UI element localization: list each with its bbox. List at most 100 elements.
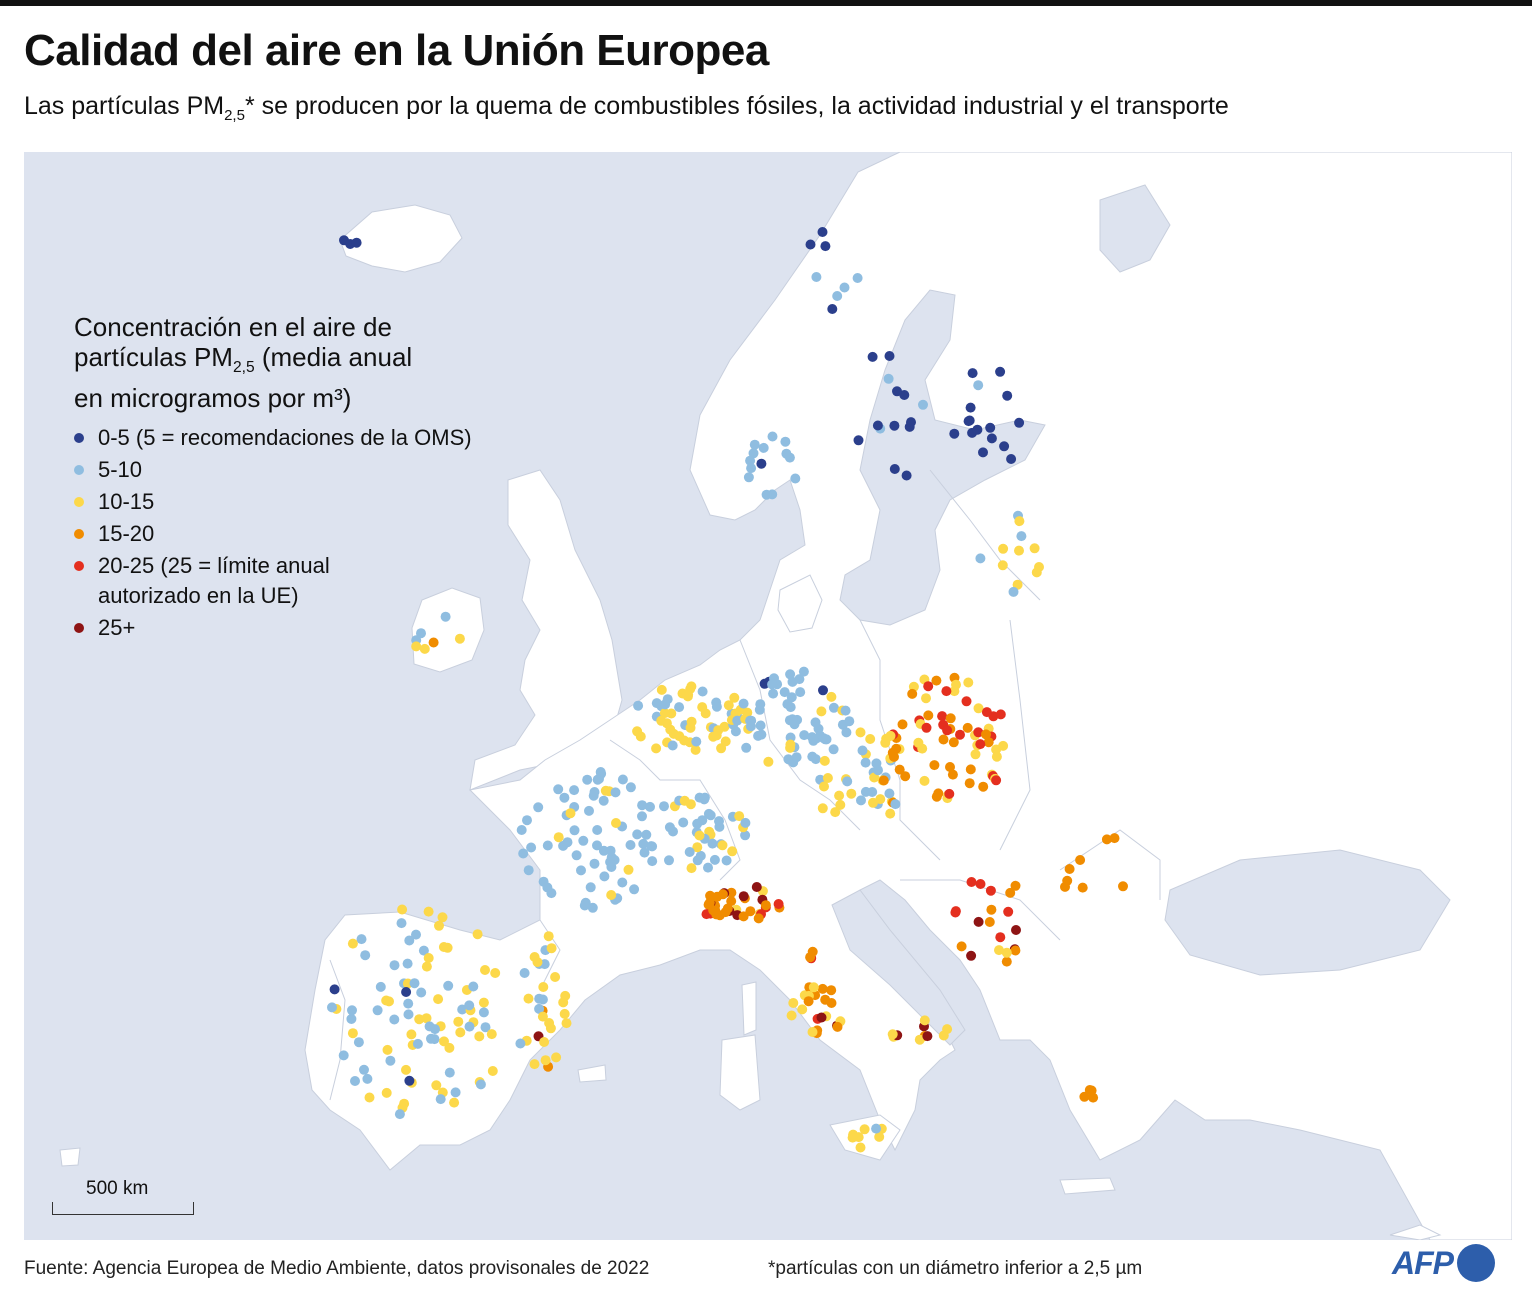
station-dot	[740, 817, 751, 828]
station-dot	[534, 993, 545, 1004]
station-dot	[1109, 833, 1120, 844]
station-dot	[1118, 881, 1128, 892]
station-dot	[726, 887, 737, 898]
station-dot	[745, 906, 756, 917]
station-dot	[892, 386, 902, 397]
station-dot	[918, 399, 928, 410]
station-dot	[678, 817, 689, 828]
station-dot	[423, 906, 434, 917]
station-dot	[921, 722, 932, 733]
station-dot	[795, 687, 806, 698]
station-dot	[839, 282, 850, 293]
station-dot	[855, 727, 866, 738]
station-dot	[454, 633, 465, 644]
station-dot	[972, 424, 983, 435]
station-dot	[1079, 1091, 1090, 1102]
station-dot	[338, 1050, 349, 1061]
station-dot	[817, 227, 828, 237]
station-dot	[1005, 887, 1016, 898]
station-dot	[394, 1109, 405, 1120]
legend-dot	[74, 529, 84, 540]
station-dot	[464, 1021, 475, 1032]
legend-item: 15-20	[74, 519, 534, 549]
station-dot	[942, 1024, 953, 1035]
station-dot	[1008, 586, 1019, 597]
station-dot	[816, 706, 827, 717]
station-dot	[945, 713, 956, 724]
station-dot	[695, 850, 706, 861]
station-dot	[667, 740, 678, 751]
station-dot	[550, 972, 561, 982]
station-dot	[840, 705, 851, 716]
station-dot	[704, 897, 715, 908]
station-dot	[985, 422, 996, 433]
station-dot	[781, 448, 792, 459]
station-dot	[647, 856, 658, 867]
station-dot	[538, 982, 549, 992]
station-dot	[346, 1014, 357, 1024]
station-dot	[933, 788, 944, 799]
station-dot	[610, 787, 621, 798]
station-dot	[523, 865, 534, 876]
legend-dot	[74, 433, 84, 444]
station-dot	[919, 1015, 930, 1026]
station-dot	[329, 984, 340, 995]
station-dot	[785, 669, 796, 680]
station-dot	[561, 1018, 572, 1029]
station-dot	[884, 788, 895, 799]
station-dot	[914, 1034, 925, 1045]
station-dot	[629, 884, 640, 895]
station-dot	[921, 693, 931, 704]
station-dot	[816, 1012, 827, 1023]
station-dot	[639, 847, 650, 858]
legend-dot	[74, 465, 84, 476]
station-dot	[973, 703, 984, 714]
station-dot	[810, 717, 821, 728]
legend-dot	[74, 623, 84, 634]
station-dot	[478, 997, 489, 1008]
station-dot	[965, 402, 976, 413]
station-dot	[632, 829, 643, 840]
station-dot	[705, 810, 716, 821]
station-dot	[553, 832, 564, 843]
station-dot	[758, 442, 769, 453]
station-dot	[559, 792, 570, 803]
station-dot	[569, 785, 580, 796]
station-dot	[401, 1064, 411, 1075]
station-dot	[755, 720, 766, 731]
scale-bar	[52, 1202, 194, 1215]
station-dot	[826, 985, 837, 996]
station-dot	[788, 998, 799, 1008]
station-dot	[416, 628, 426, 639]
station-dot	[633, 700, 644, 711]
station-dot	[948, 737, 959, 748]
station-dot	[625, 782, 636, 793]
station-dot	[966, 877, 977, 887]
station-dot	[753, 730, 764, 741]
station-dot	[889, 751, 899, 762]
station-dot	[995, 932, 1006, 943]
station-dot	[709, 854, 720, 865]
station-dot	[859, 1124, 870, 1135]
station-dot	[945, 762, 955, 772]
station-dot	[424, 1021, 435, 1032]
station-dot	[1014, 545, 1024, 556]
station-dot	[414, 1014, 425, 1025]
station-dot	[991, 775, 1002, 786]
station-dot	[526, 842, 537, 853]
station-dot	[759, 678, 770, 689]
station-dot	[978, 447, 988, 458]
station-dot	[579, 900, 590, 911]
station-dot	[1014, 516, 1025, 527]
station-dot	[872, 420, 883, 431]
station-dot	[978, 781, 989, 792]
station-dot	[589, 858, 600, 869]
station-dot	[617, 774, 628, 785]
station-dot	[891, 743, 902, 754]
station-dot	[553, 784, 564, 795]
station-dot	[917, 743, 928, 754]
station-dot	[773, 899, 784, 909]
station-dot	[1010, 880, 1021, 891]
station-dot	[807, 1027, 818, 1037]
station-dot	[468, 981, 479, 992]
